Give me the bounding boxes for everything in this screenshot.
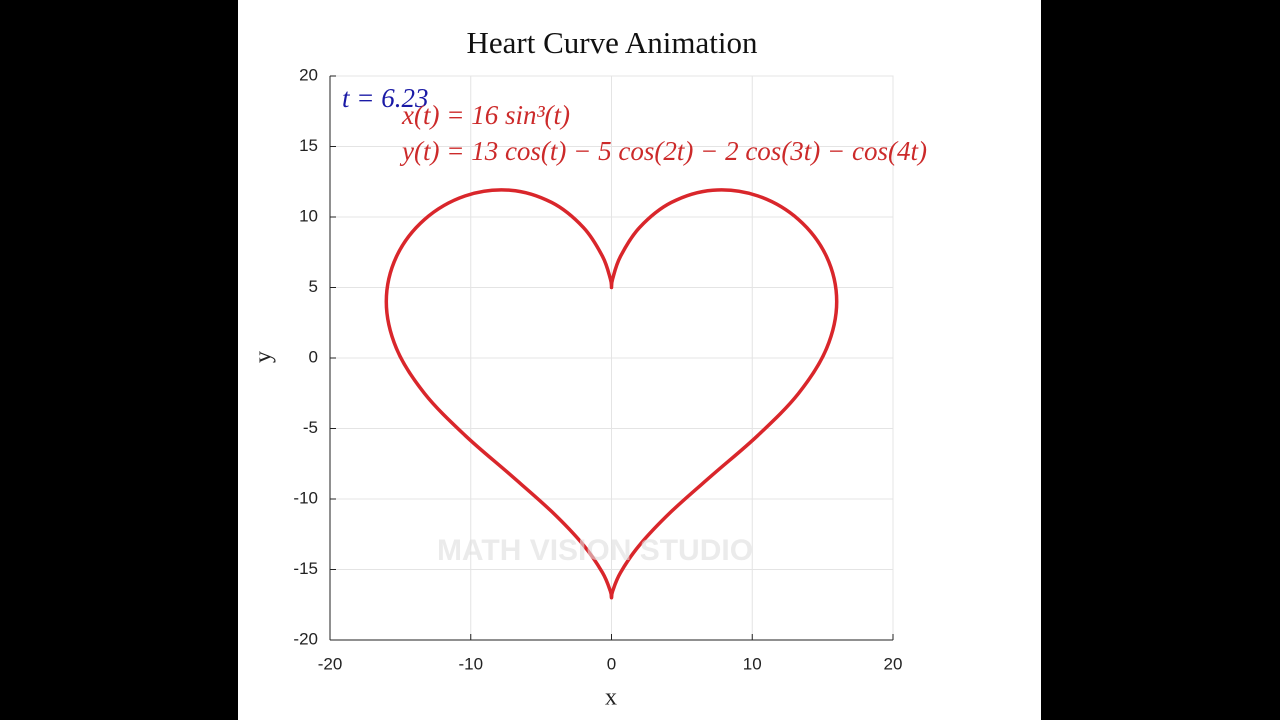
- y-tick-label: 20: [299, 65, 318, 84]
- y-axis-label: y: [251, 351, 277, 363]
- x-tick-label: -10: [458, 654, 483, 673]
- x-tick-label: 10: [743, 654, 762, 673]
- x-tick-label: 20: [884, 654, 903, 673]
- x-tick-label: -20: [318, 654, 343, 673]
- y-tick-label: 10: [299, 206, 318, 225]
- y-tick-label: -15: [293, 559, 318, 578]
- watermark: MATH VISION STUDIO: [437, 534, 753, 567]
- y-tick-label: 0: [309, 347, 318, 366]
- y-tick-label: 5: [309, 277, 318, 296]
- time-annotation: t = 6.23: [342, 83, 428, 113]
- x-tick-label: 0: [607, 654, 616, 673]
- y-tick-label: -5: [303, 418, 318, 437]
- plot-area: -20 -15 -10 -5 0 5 10 15 20 -20 -10 0 10 20: [293, 65, 902, 673]
- x-axis-label: x: [605, 685, 617, 711]
- chart-title: Heart Curve Animation: [467, 25, 758, 60]
- y-tick-label: -10: [293, 488, 318, 507]
- y-tick-label: 15: [299, 136, 318, 155]
- y-formula: y(t) = 13 cos(t) − 5 cos(2t) − 2 cos(3t)…: [399, 136, 927, 166]
- x-formula: x(t) = 16 sin³(t): [401, 100, 570, 130]
- heart-curve: [384, 188, 839, 600]
- y-tick-label: -20: [293, 629, 318, 648]
